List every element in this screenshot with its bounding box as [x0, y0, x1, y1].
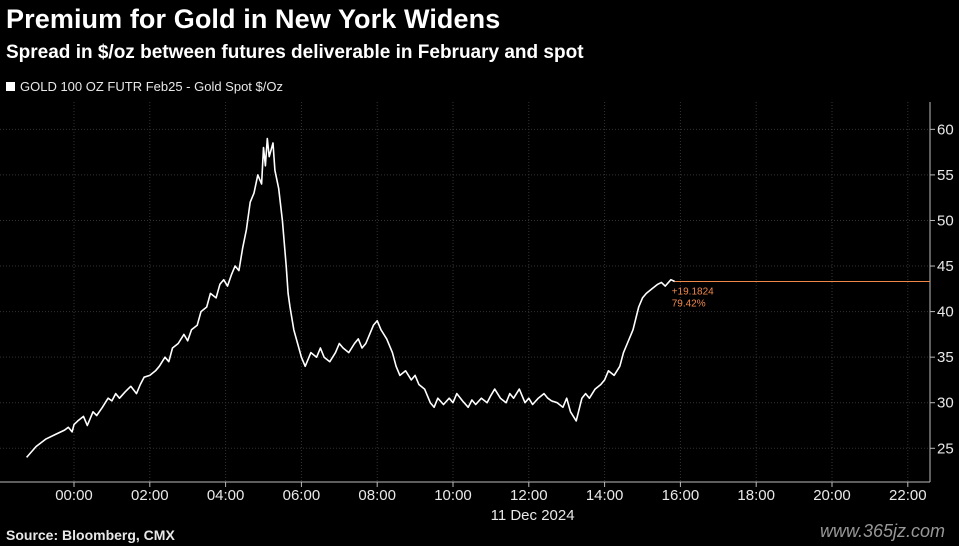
x-tick-label: 10:00 [434, 487, 472, 504]
y-tick-label: 45 [937, 258, 954, 275]
chart-title: Premium for Gold in New York Widens [6, 4, 501, 34]
y-tick-label: 50 [937, 212, 954, 229]
x-tick-label: 18:00 [737, 487, 775, 504]
y-tick-label: 35 [937, 349, 954, 366]
chart-subtitle: Spread in $/oz between futures deliverab… [6, 42, 584, 63]
y-tick-label: 30 [937, 395, 954, 412]
x-tick-label: 06:00 [283, 487, 321, 504]
grid-lines [0, 102, 930, 482]
legend-label: GOLD 100 OZ FUTR Feb25 - Gold Spot $/Oz [20, 79, 283, 94]
y-tick-label: 25 [937, 440, 954, 457]
y-tick-label: 60 [937, 121, 954, 138]
x-tick-label: 08:00 [358, 487, 396, 504]
series-layer [25, 137, 676, 458]
x-date-label: 11 Dec 2024 [491, 507, 575, 524]
watermark: www.365jz.com [820, 521, 946, 541]
x-tick-label: 12:00 [510, 487, 548, 504]
x-tick-label: 22:00 [889, 487, 927, 504]
x-tick-label: 02:00 [131, 487, 169, 504]
series-line [25, 137, 676, 458]
y-tick-label: 55 [937, 167, 954, 184]
y-tick-label: 40 [937, 304, 954, 321]
y-axis-ticks: 25 30 35 40 45 50 55 60 [929, 102, 954, 482]
x-tick-label: 00:00 [55, 487, 93, 504]
x-tick-label: 20:00 [813, 487, 851, 504]
x-axis-ticks: 00:00 02:00 04:00 06:00 08:00 10:00 12:00 14:00… [0, 481, 930, 504]
x-tick-label: 16:00 [662, 487, 700, 504]
x-tick-label: 04:00 [207, 487, 245, 504]
source-note: Source: Bloomberg, CMX [6, 527, 175, 543]
percent-label: 79.42% [672, 299, 706, 310]
legend: GOLD 100 OZ FUTR Feb25 - Gold Spot $/Oz [6, 79, 283, 94]
last-value-label: +19.1824 [672, 287, 714, 298]
x-tick-label: 14:00 [586, 487, 624, 504]
legend-swatch [6, 82, 15, 91]
